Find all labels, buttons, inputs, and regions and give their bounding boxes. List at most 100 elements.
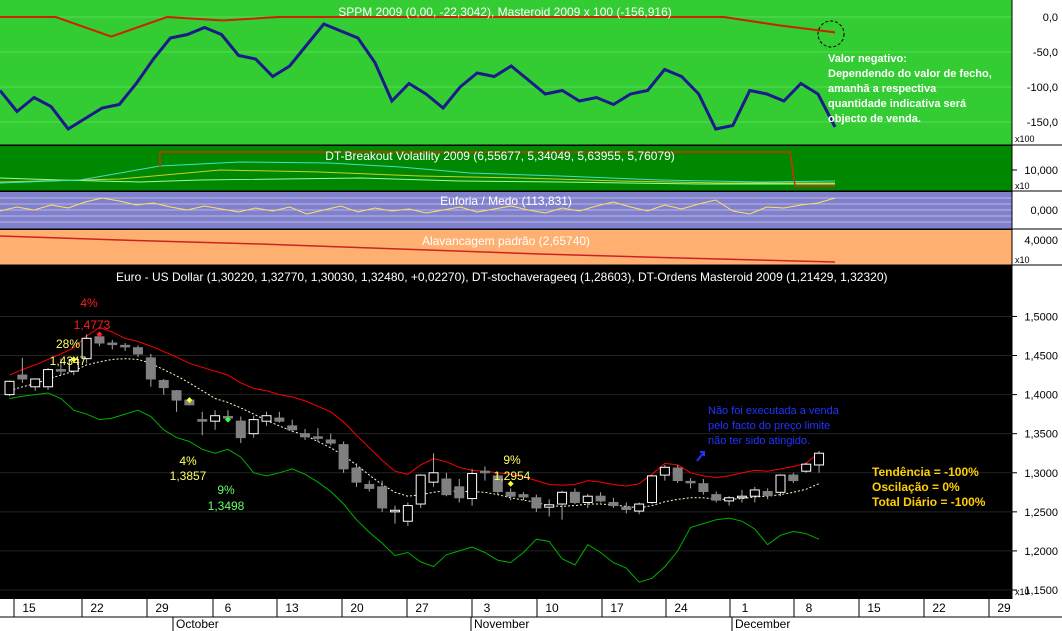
price-tick-label: 1,4000: [1024, 390, 1058, 402]
candle-body: [248, 419, 259, 435]
candle-body: [531, 497, 542, 509]
breakout-line: [159, 151, 835, 187]
candle-body: [30, 378, 41, 388]
candle-body: [698, 483, 709, 493]
stochaverage-line: [9, 358, 820, 509]
month-label: November: [474, 617, 529, 631]
day-label: 24: [674, 601, 688, 615]
day-label: 6: [225, 601, 232, 615]
lower-band-line: [9, 392, 820, 583]
candle-body: [4, 380, 15, 396]
summary-line: Oscilação = 0%: [872, 480, 960, 494]
date-axis: 15 22 29 6 13 20 27 3 10 17 24 1 8 15 22 29 October Novem…: [0, 599, 1062, 631]
day-label: 29: [997, 601, 1011, 615]
price-note: Não foi executada a venda pelo facto do p…: [708, 405, 840, 447]
price-annotations: 4%1,477328%1,43474%1,38579%1,34989%1,295…: [50, 296, 531, 513]
candle-body: [647, 475, 657, 503]
note-arrow: [696, 451, 705, 462]
euforia-title: Euforia / Medo (113,831): [440, 194, 572, 208]
day-label: 3: [484, 601, 491, 615]
price-tick-label: 1,1500: [1024, 585, 1058, 597]
candle-body: [274, 417, 285, 422]
candle-body: [81, 337, 92, 360]
candle-body: [775, 474, 786, 493]
sppm-note-line: quantidade indicativa será: [828, 98, 967, 110]
candle-body: [582, 495, 593, 503]
price-summary: Tendência = -100% Oscilação = 0% Total Diá…: [872, 465, 986, 509]
alavancagem-panel: [0, 230, 1012, 265]
candle-body: [518, 494, 529, 498]
candle-body: [351, 467, 362, 483]
order-marker: [224, 416, 231, 423]
candle-body: [145, 357, 156, 380]
sppm-note-line: Valor negativo:: [828, 53, 907, 65]
candle-body: [300, 433, 311, 438]
candle-body: [724, 497, 735, 502]
bottom-axis-background: [0, 599, 1062, 631]
candle-body: [467, 473, 478, 500]
sppm-tick-label: 0,0: [1043, 12, 1058, 24]
candle-body: [672, 467, 683, 482]
euforia-tick-label: 0,000: [1030, 205, 1058, 217]
price-tick-label: 1,2500: [1024, 507, 1058, 519]
candle-body: [107, 342, 118, 346]
price-tick-label: 1,5000: [1024, 311, 1058, 323]
breakout-line: [0, 161, 836, 184]
candle-body: [43, 369, 54, 388]
price-tick-label: 1,3000: [1024, 468, 1058, 480]
candle-body: [55, 369, 66, 372]
candle-body: [736, 495, 747, 499]
candle-body: [544, 504, 555, 508]
day-label: 20: [350, 601, 364, 615]
candle-body: [377, 486, 388, 509]
candle-body: [492, 475, 503, 493]
day-label: 27: [415, 601, 429, 615]
sppm-multiplier: x100: [1015, 134, 1035, 144]
price-annotation: 9%: [503, 453, 521, 467]
order-marker: [186, 397, 193, 404]
day-label: 13: [285, 601, 299, 615]
day-label: 8: [806, 601, 813, 615]
price-annotation: 1,3857: [170, 469, 207, 483]
sppm-note-line: Dependendo do valor de fecho,: [828, 68, 992, 80]
sppm-note-line: objecto de venda.: [828, 113, 921, 125]
candle-body: [621, 506, 632, 510]
candle-body: [197, 419, 208, 422]
candle-body: [390, 509, 400, 513]
price-annotation: 9%: [217, 483, 235, 497]
price-annotation: 4%: [179, 454, 197, 468]
sppm-title: SPPM 2009 (0,00, -22,3042), Masteroid 20…: [338, 5, 672, 19]
candle-body: [287, 425, 298, 431]
price-annotation: 4%: [80, 296, 98, 310]
sppm-note: Valor negativo: Dependendo do valor de fe…: [828, 53, 992, 125]
price-note-line: pelo facto do preço limite: [708, 420, 830, 432]
candle-body: [711, 494, 722, 501]
price-note-line: Não foi executada a venda: [708, 405, 840, 417]
day-label: 10: [545, 601, 559, 615]
sppm-line: [0, 15, 836, 38]
candle-body: [569, 491, 580, 503]
candle-body: [133, 347, 143, 355]
sppm-tick-label: -100,0: [1027, 82, 1058, 94]
candle-body: [801, 463, 812, 472]
breakout-lines: [0, 151, 836, 187]
candle-body: [685, 480, 696, 484]
day-label: 22: [932, 601, 946, 615]
order-marker: [507, 480, 514, 487]
right-axis: 1,5000 1,4500 1,4000 1,3500 1,3000 1,2500 1,20…: [1012, 12, 1058, 597]
candle-body: [210, 415, 221, 422]
candle-body: [325, 439, 336, 444]
candle-body: [634, 503, 645, 512]
candle-body: [608, 501, 619, 507]
day-label: 15: [867, 601, 881, 615]
candle-body: [158, 380, 169, 389]
negative-value-marker: [817, 20, 845, 48]
price-annotation: 1,2954: [494, 469, 531, 483]
candle-body: [454, 486, 465, 499]
candle-body: [788, 474, 799, 482]
day-label: 1: [742, 601, 749, 615]
breakout-panel: [0, 146, 1012, 191]
candle-body: [17, 374, 28, 380]
